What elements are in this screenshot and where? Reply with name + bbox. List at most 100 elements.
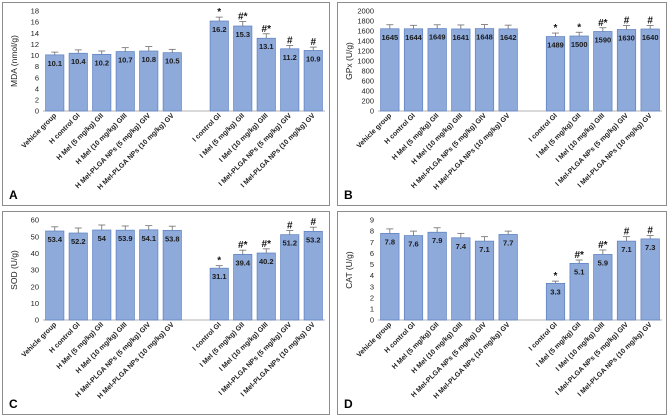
bar <box>68 232 88 321</box>
data-label: 10.9 <box>306 54 321 63</box>
bar <box>616 240 637 321</box>
bar <box>474 240 495 321</box>
data-label: 1489 <box>547 41 564 50</box>
data-label: 7.9 <box>432 236 442 245</box>
significance-marker: # <box>647 226 653 237</box>
data-label: 54 <box>98 234 107 243</box>
significance-marker: #* <box>262 239 272 250</box>
y-tick-label: 20 <box>31 282 39 291</box>
bar <box>569 262 589 321</box>
y-tick-label: 1000 <box>357 57 374 66</box>
data-label: 1500 <box>571 40 588 49</box>
y-tick-label: 10 <box>31 299 39 308</box>
significance-marker: # <box>287 35 293 46</box>
data-label: 1630 <box>618 34 635 43</box>
data-label: 1590 <box>594 36 611 45</box>
category-label: I Mel (5 mg/kg) GII <box>535 112 582 159</box>
y-tick-label: 600 <box>361 77 374 86</box>
data-label: 10.2 <box>94 58 109 67</box>
bar <box>209 20 229 112</box>
panel-letter: C <box>9 397 18 411</box>
y-tick-label: 4 <box>370 271 374 280</box>
significance-marker: #* <box>238 12 248 23</box>
data-label: 15.3 <box>235 30 250 39</box>
y-axis-label: GPx (U/g) <box>344 42 354 80</box>
data-label: 51.2 <box>282 239 297 248</box>
y-tick-label: 0 <box>370 316 374 325</box>
data-label: 5.9 <box>598 258 608 267</box>
y-tick-label: 60 <box>31 216 39 225</box>
data-label: 10.5 <box>165 57 180 66</box>
significance-marker: # <box>624 16 630 27</box>
bar <box>115 229 135 321</box>
panel-letter: D <box>344 397 353 411</box>
bar <box>162 229 182 321</box>
data-label: 10.8 <box>141 55 156 64</box>
category-label: I Mel (5 mg/kg) GII <box>535 321 582 368</box>
significance-marker: #* <box>598 18 608 29</box>
panel-letter: B <box>344 188 353 202</box>
bar <box>427 231 447 321</box>
data-label: 1649 <box>429 33 446 42</box>
data-label: 5.1 <box>574 267 584 276</box>
data-label: 3.3 <box>550 287 560 296</box>
data-label: 53.8 <box>165 234 180 243</box>
y-tick-label: 40 <box>31 249 39 258</box>
significance-marker: * <box>554 23 558 34</box>
y-tick-label: 12 <box>31 40 39 49</box>
y-tick-label: 7 <box>370 238 374 247</box>
y-axis-label: SOD (U/g) <box>9 250 19 290</box>
data-label: 13.1 <box>259 42 274 51</box>
data-label: 54.1 <box>141 234 156 243</box>
y-tick-label: 9 <box>370 216 374 225</box>
y-tick-label: 6 <box>370 249 374 258</box>
category-label: I Mel (5 mg/kg) GII <box>199 321 246 368</box>
significance-marker: # <box>310 217 316 228</box>
data-label: 1645 <box>381 33 398 42</box>
significance-marker: * <box>554 271 558 282</box>
data-label: 39.4 <box>235 258 250 267</box>
y-tick-label: 1400 <box>357 37 374 46</box>
data-label: 10.1 <box>47 59 62 68</box>
y-tick-label: 3 <box>370 282 374 291</box>
panel-b: 0 200 400 600 800 1000 1200 1400 1600 1800 2000 GPx… <box>337 2 667 206</box>
y-tick-label: 1600 <box>357 27 374 36</box>
y-tick-label: 2 <box>35 95 39 104</box>
significance-marker: #* <box>262 24 272 35</box>
y-tick-label: 30 <box>31 266 39 275</box>
data-label: 53.2 <box>306 235 321 244</box>
bar <box>45 230 65 321</box>
bar <box>545 282 566 321</box>
bar <box>92 229 112 321</box>
panel-letter: A <box>9 188 18 202</box>
y-axis-label: CAT (U/g) <box>344 251 354 289</box>
y-tick-label: 4 <box>35 84 39 93</box>
significance-marker: # <box>624 227 630 238</box>
panel-c: 0 10 20 30 40 50 60 SOD (U/g) 53.4 Vehicle group 5… <box>2 211 330 415</box>
data-label: 1641 <box>452 33 469 42</box>
y-tick-label: 1800 <box>357 17 374 26</box>
data-label: 1640 <box>642 33 659 42</box>
bar <box>303 230 323 321</box>
y-tick-label: 5 <box>370 260 374 269</box>
significance-marker: * <box>217 7 221 18</box>
y-tick-label: 14 <box>31 29 39 38</box>
data-label: 7.3 <box>645 243 655 252</box>
data-label: 1648 <box>476 33 493 42</box>
data-label: 7.7 <box>503 238 513 247</box>
data-label: 53.9 <box>118 234 133 243</box>
y-tick-label: 8 <box>35 62 39 71</box>
data-label: 16.2 <box>212 25 227 34</box>
y-tick-label: 800 <box>361 67 374 76</box>
data-label: 7.1 <box>621 245 631 254</box>
data-label: 11.2 <box>283 53 297 62</box>
data-label: 1644 <box>405 33 423 42</box>
data-label: 7.6 <box>408 240 418 249</box>
data-label: 1642 <box>500 33 517 42</box>
data-label: 7.8 <box>385 237 395 246</box>
panel-d: 0 1 2 3 4 5 6 7 8 9 CAT (U/g) 7.8 Vehicle group 7.6 H … <box>337 211 667 415</box>
significance-marker: # <box>647 16 653 27</box>
y-tick-label: 0 <box>35 107 39 116</box>
